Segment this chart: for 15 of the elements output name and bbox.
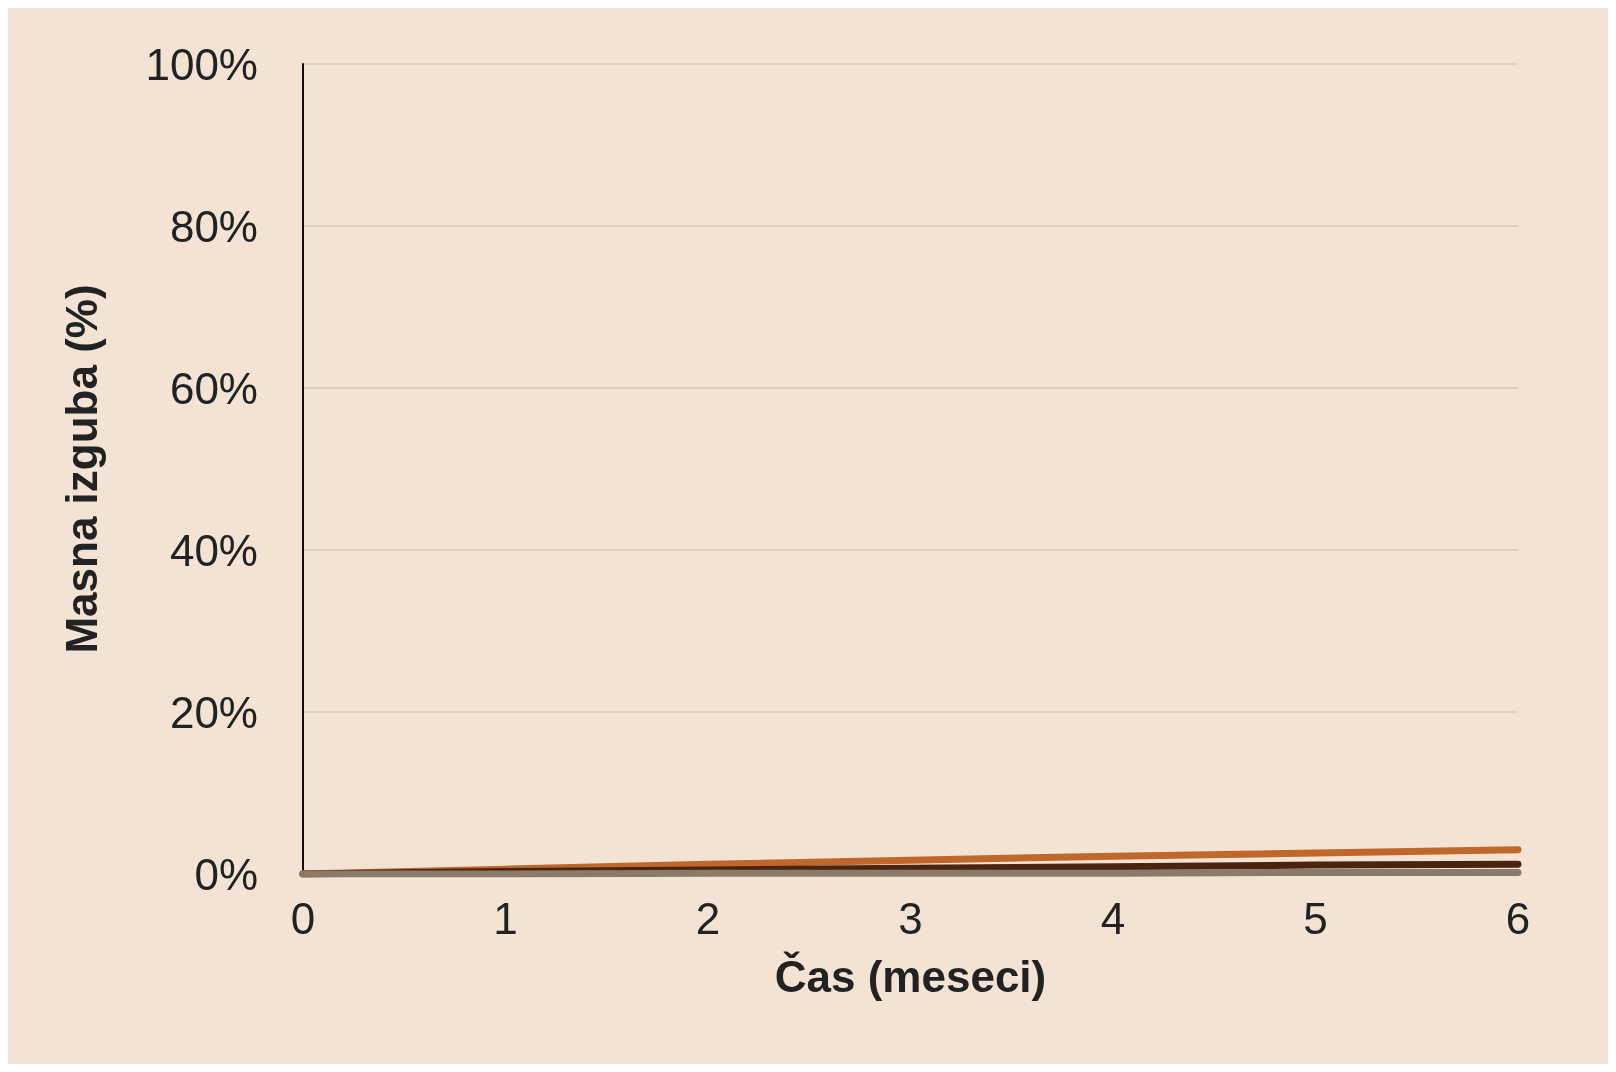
x-tick-label: 1 (493, 893, 518, 943)
y-tick-label: 40% (169, 525, 258, 575)
y-tick-label: 80% (169, 201, 258, 251)
y-tick-label: 20% (169, 687, 258, 737)
x-tick-label: 6 (1505, 893, 1531, 943)
x-tick-label: 5 (1303, 893, 1328, 943)
x-tick-label: 3 (898, 893, 923, 943)
x-tick-label: 2 (695, 893, 721, 943)
x-tick-label: 4 (1100, 893, 1126, 943)
y-tick-label: 100% (145, 39, 258, 89)
x-axis-title: Čas (meseci) (774, 950, 1047, 1001)
x-tick-label: 0 (290, 893, 316, 943)
y-axis-title: Masna izguba (%) (56, 284, 106, 654)
y-tick-label: 0% (194, 849, 258, 899)
y-tick-label: 60% (169, 363, 258, 413)
